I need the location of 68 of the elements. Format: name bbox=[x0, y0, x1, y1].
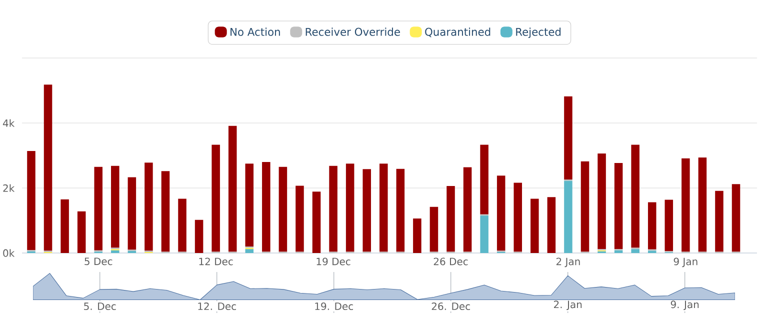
x-tick-label: 5 Dec bbox=[84, 258, 112, 266]
y-tick-label: 4k bbox=[2, 119, 15, 127]
bar bbox=[144, 162, 153, 251]
bar bbox=[664, 200, 674, 252]
bar bbox=[480, 144, 488, 214]
bar bbox=[94, 166, 102, 250]
bar bbox=[514, 182, 522, 252]
x-tick-label: 9. Jan bbox=[670, 300, 699, 310]
x-tick-label: 26 Dec bbox=[434, 258, 468, 266]
bar bbox=[296, 186, 304, 252]
bar bbox=[111, 250, 120, 253]
x-tick-label: 12. Dec bbox=[198, 302, 236, 310]
x-tick-label: 2. Jan bbox=[554, 300, 582, 310]
bar bbox=[614, 162, 623, 250]
bar bbox=[496, 176, 506, 251]
bar bbox=[312, 192, 321, 253]
bar bbox=[77, 211, 86, 253]
x-tick-label: 12 Dec bbox=[199, 258, 233, 266]
bar bbox=[580, 161, 590, 252]
x-tick-label: 26. Dec bbox=[432, 302, 470, 310]
bar bbox=[480, 216, 488, 253]
bar bbox=[362, 169, 371, 252]
bar bbox=[631, 144, 640, 248]
x-tick-label: 19 Dec bbox=[316, 258, 350, 266]
bar bbox=[648, 202, 656, 250]
bar bbox=[413, 218, 422, 253]
bar bbox=[128, 177, 136, 250]
bar bbox=[228, 126, 237, 252]
bar bbox=[564, 180, 572, 253]
bar bbox=[161, 171, 170, 252]
bar bbox=[396, 168, 405, 252]
bar bbox=[530, 198, 539, 253]
legend-label: Rejected bbox=[516, 28, 561, 38]
bar bbox=[682, 158, 690, 252]
x-tick-label: 19. Dec bbox=[315, 302, 353, 310]
bar bbox=[614, 250, 623, 253]
bar bbox=[60, 199, 69, 253]
bar bbox=[27, 150, 36, 250]
y-tick-label: 2k bbox=[3, 184, 15, 192]
bar bbox=[446, 186, 455, 252]
bar bbox=[598, 154, 606, 250]
legend-label: Quarantined bbox=[425, 28, 490, 38]
y-tick-label: 0k bbox=[3, 249, 15, 257]
legend-label: Receiver Override bbox=[306, 28, 400, 36]
bar bbox=[111, 166, 120, 248]
bar bbox=[732, 184, 740, 252]
bar bbox=[698, 157, 707, 252]
x-tick-label: 9 Jan bbox=[674, 258, 698, 268]
bar bbox=[278, 166, 288, 252]
bar bbox=[379, 164, 388, 252]
bar bbox=[212, 144, 220, 252]
bar bbox=[194, 220, 204, 253]
bar bbox=[262, 162, 270, 252]
bar bbox=[463, 167, 472, 252]
bar bbox=[245, 164, 254, 246]
bar bbox=[564, 96, 572, 180]
bar bbox=[547, 197, 556, 253]
x-tick-label: 5. Dec bbox=[84, 302, 116, 310]
bar bbox=[329, 166, 338, 252]
bar bbox=[715, 190, 724, 252]
bar bbox=[44, 84, 52, 251]
bar bbox=[430, 206, 438, 252]
bar bbox=[346, 164, 354, 252]
bar bbox=[245, 249, 254, 253]
x-tick-label: 2 Jan bbox=[556, 258, 580, 268]
bar bbox=[631, 249, 640, 253]
legend-label: No Action bbox=[230, 28, 280, 36]
bar bbox=[178, 198, 186, 252]
